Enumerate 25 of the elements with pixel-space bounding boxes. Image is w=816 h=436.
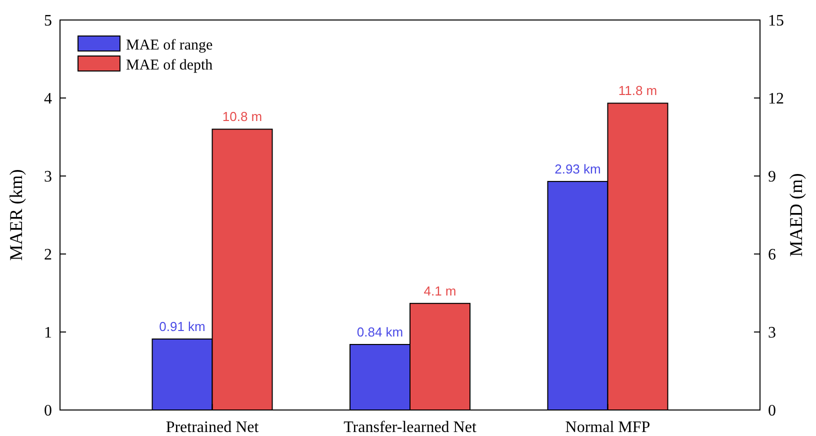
y2-tick-label: 6 xyxy=(768,246,776,264)
data-label: 4.1 m xyxy=(424,283,456,298)
y2-tick-label: 0 xyxy=(768,402,776,420)
y2-tick-label: 9 xyxy=(768,168,776,186)
y2-axis-title: MAED (m) xyxy=(786,173,806,257)
x-tick-label: Pretrained Net xyxy=(166,419,260,436)
y2-tick-label: 15 xyxy=(768,12,784,30)
data-label: 11.8 m xyxy=(618,83,658,98)
y-tick-label: 0 xyxy=(44,402,52,420)
y2-tick-label: 12 xyxy=(768,90,784,108)
legend-label: MAE of range xyxy=(126,37,213,54)
y-tick-label: 1 xyxy=(44,324,52,342)
y-tick-label: 5 xyxy=(44,12,52,30)
legend-label: MAE of depth xyxy=(126,57,214,74)
y-tick-label: 2 xyxy=(44,246,52,264)
data-label: 2.93 km xyxy=(554,161,601,176)
x-tick-label: Transfer-learned Net xyxy=(344,419,477,436)
x-tick-label: Normal MFP xyxy=(565,419,650,436)
y-tick-label: 3 xyxy=(44,168,52,186)
y2-tick-label: 3 xyxy=(768,324,776,342)
y-axis-title: MAER (km) xyxy=(6,169,26,261)
y-tick-label: 4 xyxy=(44,90,52,108)
data-label: 0.91 km xyxy=(159,319,206,334)
data-label: 10.8 m xyxy=(222,109,262,124)
data-label: 0.84 km xyxy=(356,324,404,340)
